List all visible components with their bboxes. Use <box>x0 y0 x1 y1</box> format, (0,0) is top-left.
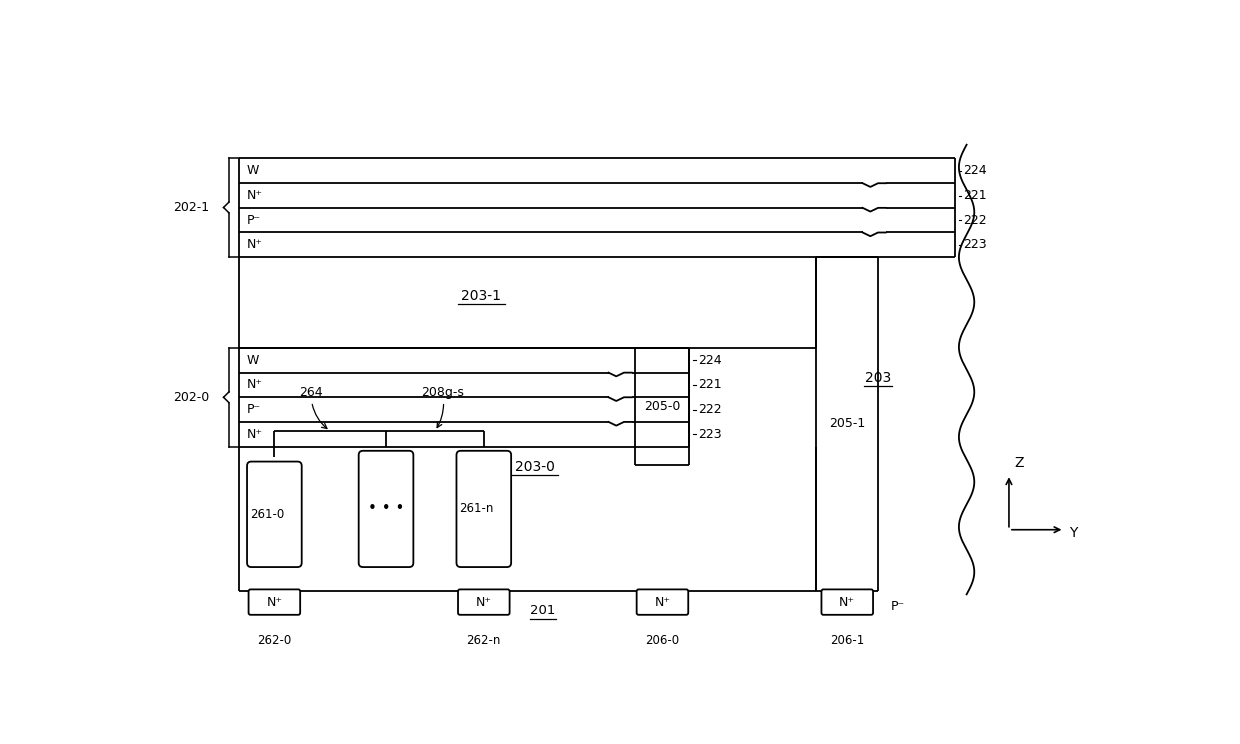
Text: 261-n: 261-n <box>459 502 494 516</box>
Text: 206-0: 206-0 <box>645 635 680 647</box>
FancyBboxPatch shape <box>636 589 688 615</box>
Text: 208g-s: 208g-s <box>422 386 464 428</box>
Text: P⁻: P⁻ <box>892 600 905 613</box>
Text: 202-1: 202-1 <box>174 201 210 214</box>
FancyBboxPatch shape <box>458 589 510 615</box>
Text: N⁺: N⁺ <box>247 379 263 391</box>
Text: P⁻: P⁻ <box>247 403 260 416</box>
Text: N⁺: N⁺ <box>247 428 263 440</box>
Text: 203: 203 <box>866 371 892 385</box>
Text: Z: Z <box>1014 456 1024 470</box>
Text: N⁺: N⁺ <box>267 596 283 609</box>
Text: 221: 221 <box>963 189 987 202</box>
Text: 202-0: 202-0 <box>174 391 210 404</box>
FancyBboxPatch shape <box>248 589 300 615</box>
Text: 224: 224 <box>963 164 987 177</box>
Text: 264: 264 <box>299 386 327 429</box>
Text: W: W <box>247 354 259 367</box>
Text: N⁺: N⁺ <box>247 189 263 202</box>
Text: 203-1: 203-1 <box>461 289 501 303</box>
Text: N⁺: N⁺ <box>247 238 263 251</box>
FancyBboxPatch shape <box>821 589 873 615</box>
Text: 223: 223 <box>698 428 722 440</box>
Text: 224: 224 <box>698 354 722 367</box>
Text: 205-0: 205-0 <box>645 400 681 413</box>
Text: 222: 222 <box>698 403 722 416</box>
Text: P⁻: P⁻ <box>247 214 260 227</box>
Text: 206-1: 206-1 <box>830 635 864 647</box>
FancyBboxPatch shape <box>247 461 301 567</box>
Text: N⁺: N⁺ <box>655 596 671 609</box>
Text: 221: 221 <box>698 379 722 391</box>
Text: 222: 222 <box>963 214 987 227</box>
FancyBboxPatch shape <box>358 451 413 567</box>
Text: N⁺: N⁺ <box>476 596 492 609</box>
FancyBboxPatch shape <box>456 451 511 567</box>
Text: 205-1: 205-1 <box>830 417 866 430</box>
Text: N⁺: N⁺ <box>839 596 856 609</box>
Text: 262-0: 262-0 <box>257 635 291 647</box>
Text: 223: 223 <box>963 238 987 251</box>
Text: 203-0: 203-0 <box>516 460 556 473</box>
Text: 262-n: 262-n <box>466 635 501 647</box>
Text: 201: 201 <box>531 604 556 618</box>
Text: • • •: • • • <box>368 501 404 516</box>
Text: 261-0: 261-0 <box>249 508 284 521</box>
Text: Y: Y <box>1069 526 1078 540</box>
Text: W: W <box>247 164 259 177</box>
